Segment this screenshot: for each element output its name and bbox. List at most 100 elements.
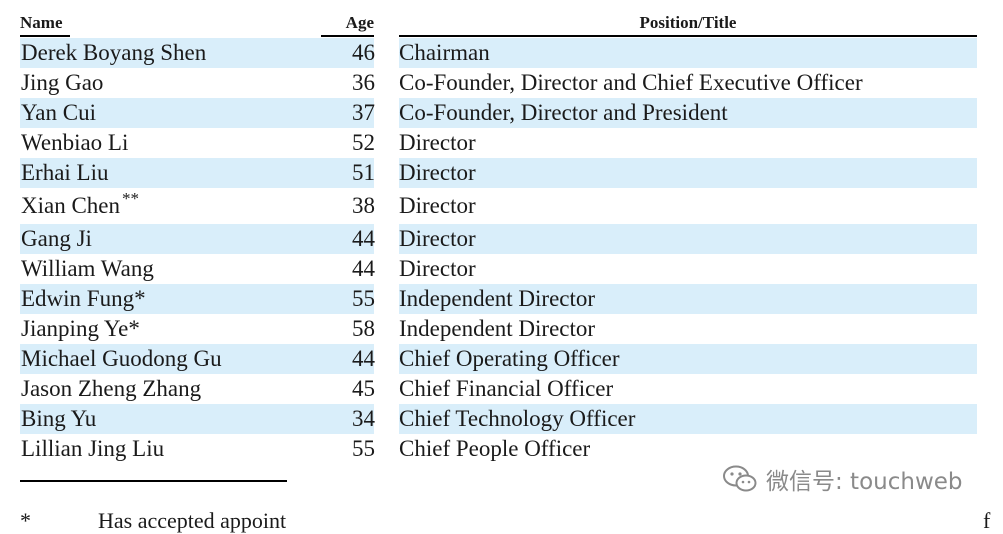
- name-text: Edwin Fung*: [21, 286, 146, 311]
- cell-age: 36: [352, 70, 375, 95]
- row-band: [321, 224, 374, 254]
- footnote-edge-text: f: [983, 508, 991, 533]
- row-band: [321, 158, 374, 188]
- table-row: Jianping Ye* 58 Independent Director: [0, 314, 1003, 344]
- cell-name: Xian Chen **: [21, 188, 139, 224]
- footnote: * Has accepted appoint: [20, 508, 286, 534]
- table-row: Derek Boyang Shen 46 Chairman: [0, 38, 1003, 68]
- cell-position: Co-Founder, Director and President: [399, 100, 728, 125]
- cell-name: Jianping Ye*: [21, 314, 140, 344]
- cell-name: William Wang: [21, 254, 154, 284]
- row-band: [399, 404, 977, 434]
- name-text: Xian Chen: [21, 193, 121, 218]
- cell-position: Director: [399, 256, 476, 281]
- row-band: [399, 158, 977, 188]
- table-row: Xian Chen ** 38 Director: [0, 188, 1003, 224]
- cell-age: 37: [352, 100, 375, 125]
- cell-position: Chief People Officer: [399, 436, 591, 461]
- cell-position: Director: [399, 130, 476, 155]
- table-row: William Wang 44 Director: [0, 254, 1003, 284]
- cell-position: Director: [399, 193, 476, 218]
- table-row: Yan Cui 37 Co-Founder, Director and Presid…: [0, 98, 1003, 128]
- cell-position: Chief Technology Officer: [399, 406, 636, 431]
- name-text: Yan Cui: [21, 100, 96, 125]
- cell-name: Edwin Fung*: [21, 284, 146, 314]
- cell-age: 38: [352, 193, 375, 218]
- row-band: [399, 284, 977, 314]
- footnote-divider: [20, 480, 287, 482]
- name-text: Derek Boyang Shen: [21, 40, 207, 65]
- cell-name: Michael Guodong Gu: [21, 344, 222, 374]
- name-text: Michael Guodong Gu: [21, 346, 222, 371]
- column-header-age: Age: [345, 13, 374, 32]
- cell-name: Wenbiao Li: [21, 128, 128, 158]
- name-text: Gang Ji: [21, 226, 92, 251]
- cell-age: 52: [352, 130, 375, 155]
- cell-name: Erhai Liu: [21, 158, 109, 188]
- table-row: Jason Zheng Zhang 45 Chief Financial Offic…: [0, 374, 1003, 404]
- cell-age: 44: [352, 256, 375, 281]
- cell-age: 58: [352, 316, 375, 341]
- cell-position: Chief Operating Officer: [399, 346, 620, 371]
- name-text: Lillian Jing Liu: [21, 436, 165, 461]
- table-row: Edwin Fung* 55 Independent Director: [0, 284, 1003, 314]
- watermark-text: 微信号: touchweb: [766, 469, 963, 495]
- cell-name: Jing Gao: [21, 68, 103, 98]
- header-underline-age: [321, 35, 374, 37]
- cell-age: 45: [352, 376, 375, 401]
- cell-position: Independent Director: [399, 316, 596, 341]
- wechat-icon: [723, 465, 757, 492]
- table-row: Bing Yu 34 Chief Technology Officer: [0, 404, 1003, 434]
- row-band: [399, 98, 977, 128]
- cell-age: 55: [352, 286, 375, 311]
- table-body: Derek Boyang Shen 46 Chairman Jing Gao 36 Co-…: [0, 38, 1003, 464]
- row-band: [321, 404, 374, 434]
- row-band: [20, 224, 321, 254]
- row-band: [399, 38, 977, 68]
- cell-position: Independent Director: [399, 286, 596, 311]
- name-text: Jing Gao: [21, 70, 104, 95]
- row-band: [20, 284, 321, 314]
- row-band: [321, 98, 374, 128]
- cell-age: 44: [352, 346, 375, 371]
- table-row: Jing Gao 36 Co-Founder, Director and Chief…: [0, 68, 1003, 98]
- cell-age: 55: [352, 436, 375, 461]
- name-text: Wenbiao Li: [21, 130, 129, 155]
- row-band: [399, 344, 977, 374]
- watermark: 微信号: touchweb: [722, 462, 963, 496]
- cell-name: Derek Boyang Shen: [21, 38, 206, 68]
- row-band: [20, 158, 321, 188]
- row-band: [20, 38, 321, 68]
- name-text: Bing Yu: [21, 406, 97, 431]
- header-underline-name: [20, 35, 70, 37]
- column-header-position: Position/Title: [639, 13, 737, 32]
- table-row: Lillian Jing Liu 55 Chief People Officer: [0, 434, 1003, 464]
- header-underline-position: [399, 35, 977, 37]
- cell-name: Gang Ji: [21, 224, 92, 254]
- cell-position: Chairman: [399, 40, 490, 65]
- name-text: Erhai Liu: [21, 160, 109, 185]
- name-text: William Wang: [21, 256, 154, 281]
- table-row: Michael Guodong Gu 44 Chief Operating Offi…: [0, 344, 1003, 374]
- table-row: Gang Ji 44 Director: [0, 224, 1003, 254]
- row-band: [20, 404, 321, 434]
- row-band: [321, 38, 374, 68]
- cell-position: Chief Financial Officer: [399, 376, 614, 401]
- cell-name: Bing Yu: [21, 404, 96, 434]
- cell-name: Yan Cui: [21, 98, 96, 128]
- row-band: [321, 344, 374, 374]
- row-band: [20, 344, 321, 374]
- cell-position: Director: [399, 226, 476, 251]
- row-band: [321, 284, 374, 314]
- cell-name: Jason Zheng Zhang: [21, 374, 201, 404]
- footnote-marker: *: [20, 508, 31, 533]
- table-row: Erhai Liu 51 Director: [0, 158, 1003, 188]
- row-band: [399, 224, 977, 254]
- name-text: Jianping Ye*: [21, 316, 140, 341]
- cell-age: 51: [352, 160, 375, 185]
- cell-age: 34: [352, 406, 375, 431]
- name-text: Jason Zheng Zhang: [21, 376, 202, 401]
- table-row: Wenbiao Li 52 Director: [0, 128, 1003, 158]
- row-band: [20, 98, 321, 128]
- footnote-mark: **: [122, 188, 140, 208]
